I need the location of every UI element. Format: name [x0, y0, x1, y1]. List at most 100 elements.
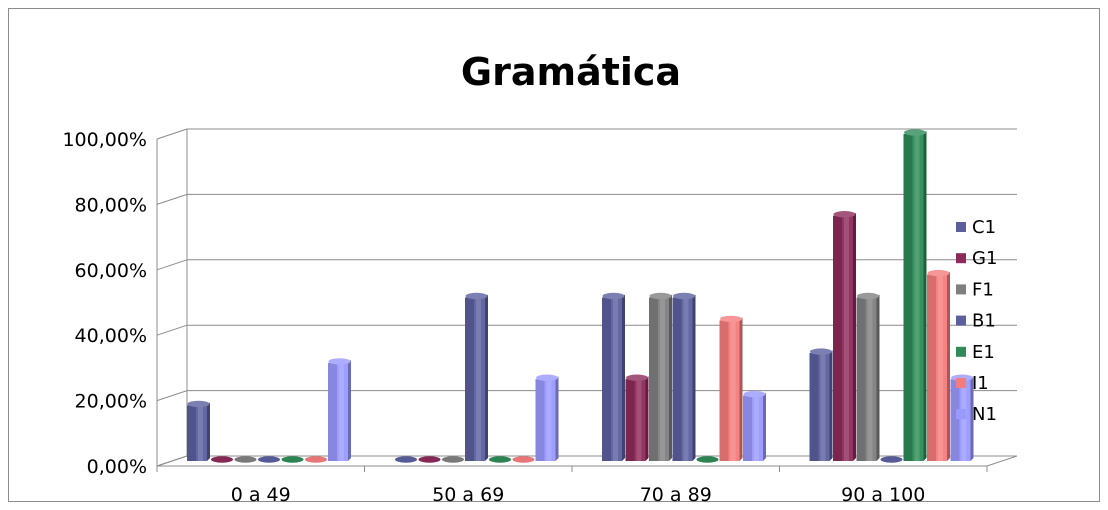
bar-top: [328, 358, 351, 365]
bar-top: [258, 456, 280, 463]
bar-shade: [856, 297, 866, 461]
bar-highlight: [820, 353, 826, 461]
floor: [156, 455, 1018, 467]
bar-highlight: [546, 379, 552, 461]
legend: C1 G1 F1 B1 E1 I1 N1: [956, 217, 997, 425]
bar-top: [927, 269, 950, 277]
bar: [512, 456, 535, 463]
bar-shade: [809, 353, 819, 461]
bar: [903, 129, 927, 461]
axes: 0,00% 20,00% 40,00% 60,00% 80,00% 100,00% 0 a …: [62, 129, 1018, 503]
legend-swatch: [956, 284, 966, 295]
bar-side: [876, 294, 880, 461]
bar-top: [602, 292, 625, 300]
bar: [442, 456, 464, 463]
bar-top: [418, 456, 441, 463]
bar-highlight: [730, 320, 736, 461]
bar-top: [673, 292, 695, 300]
bar: [880, 456, 903, 463]
y-tick-label: 0,00%: [87, 456, 147, 478]
bar: [418, 456, 441, 463]
bar-shade: [903, 134, 913, 461]
bar-highlight: [339, 362, 344, 461]
bar-shade: [950, 379, 960, 461]
chart-frame: Gramática 0,00% 20,00% 40,00% 60,00% 80,00% 1…: [8, 8, 1100, 503]
bar-highlight: [867, 297, 873, 461]
y-tick-label: 100,00%: [62, 129, 147, 151]
legend-label: G1: [972, 248, 997, 269]
bar-side: [739, 317, 743, 461]
bar: [465, 292, 488, 461]
bar: [535, 374, 559, 461]
bar-highlight: [660, 297, 665, 461]
bar-top: [810, 348, 832, 355]
bar-shade: [465, 297, 474, 461]
bar: [234, 456, 257, 463]
bar-top: [512, 456, 535, 463]
bar: [328, 358, 351, 461]
bar-shade: [743, 395, 752, 461]
bar-side: [348, 359, 351, 461]
bar-side: [829, 350, 833, 461]
bar-shade: [602, 297, 611, 461]
y-tick-label: 40,00%: [75, 325, 147, 347]
bar: [649, 292, 672, 461]
bar-highlight: [636, 379, 642, 461]
bar-side: [853, 212, 856, 461]
legend-label: C1: [972, 217, 996, 238]
bar-top: [211, 456, 233, 463]
bar: [950, 374, 974, 461]
bar-side: [669, 294, 672, 461]
bar-highlight: [938, 274, 943, 461]
legend-label: F1: [972, 279, 994, 300]
x-tick-label: 90 a 100: [841, 484, 925, 503]
bar: [809, 348, 833, 461]
bar-top: [395, 456, 417, 463]
bar-top: [305, 456, 327, 463]
bar-shade: [649, 297, 658, 461]
bar-side: [485, 294, 488, 461]
bar-shade: [328, 362, 337, 461]
legend-swatch: [956, 378, 966, 388]
legend-swatch: [956, 253, 966, 264]
bar-top: [536, 374, 558, 381]
bar: [602, 292, 625, 461]
y-tick-label: 20,00%: [75, 391, 147, 413]
bar-top: [187, 400, 210, 408]
bar-top: [904, 129, 926, 136]
bar-side: [947, 271, 950, 461]
bar-shade: [535, 379, 545, 461]
bar-side: [923, 131, 927, 461]
legend-label: N1: [972, 404, 997, 425]
bar-highlight: [914, 134, 920, 461]
legend-swatch: [956, 315, 966, 326]
x-tick-label: 0 a 49: [231, 484, 291, 503]
bar-side: [692, 294, 696, 461]
legend-label: B1: [972, 311, 996, 332]
side-gridline: [156, 259, 188, 271]
bar-top: [833, 211, 856, 218]
x-tick-label: 50 a 69: [432, 484, 504, 503]
bar-side: [970, 376, 974, 461]
bar-shade: [833, 215, 842, 461]
bar: [395, 456, 417, 463]
bar: [281, 456, 304, 463]
bar-top: [489, 456, 511, 463]
legend-swatch: [956, 222, 966, 232]
legend-swatch: [956, 409, 966, 420]
legend-label: I1: [972, 373, 989, 394]
bar-shade: [672, 297, 682, 461]
gridlines: [156, 128, 1017, 467]
bar: [672, 292, 696, 461]
bar-top: [880, 456, 903, 463]
bar-side: [555, 376, 559, 461]
bar: [625, 374, 649, 461]
bar-top: [720, 315, 742, 323]
bar: [856, 292, 880, 461]
bar-highlight: [683, 297, 689, 461]
bar: [258, 456, 280, 463]
bar: [743, 390, 766, 461]
bar-highlight: [754, 395, 759, 461]
legend-swatch: [956, 346, 966, 357]
bar-top: [626, 374, 648, 381]
